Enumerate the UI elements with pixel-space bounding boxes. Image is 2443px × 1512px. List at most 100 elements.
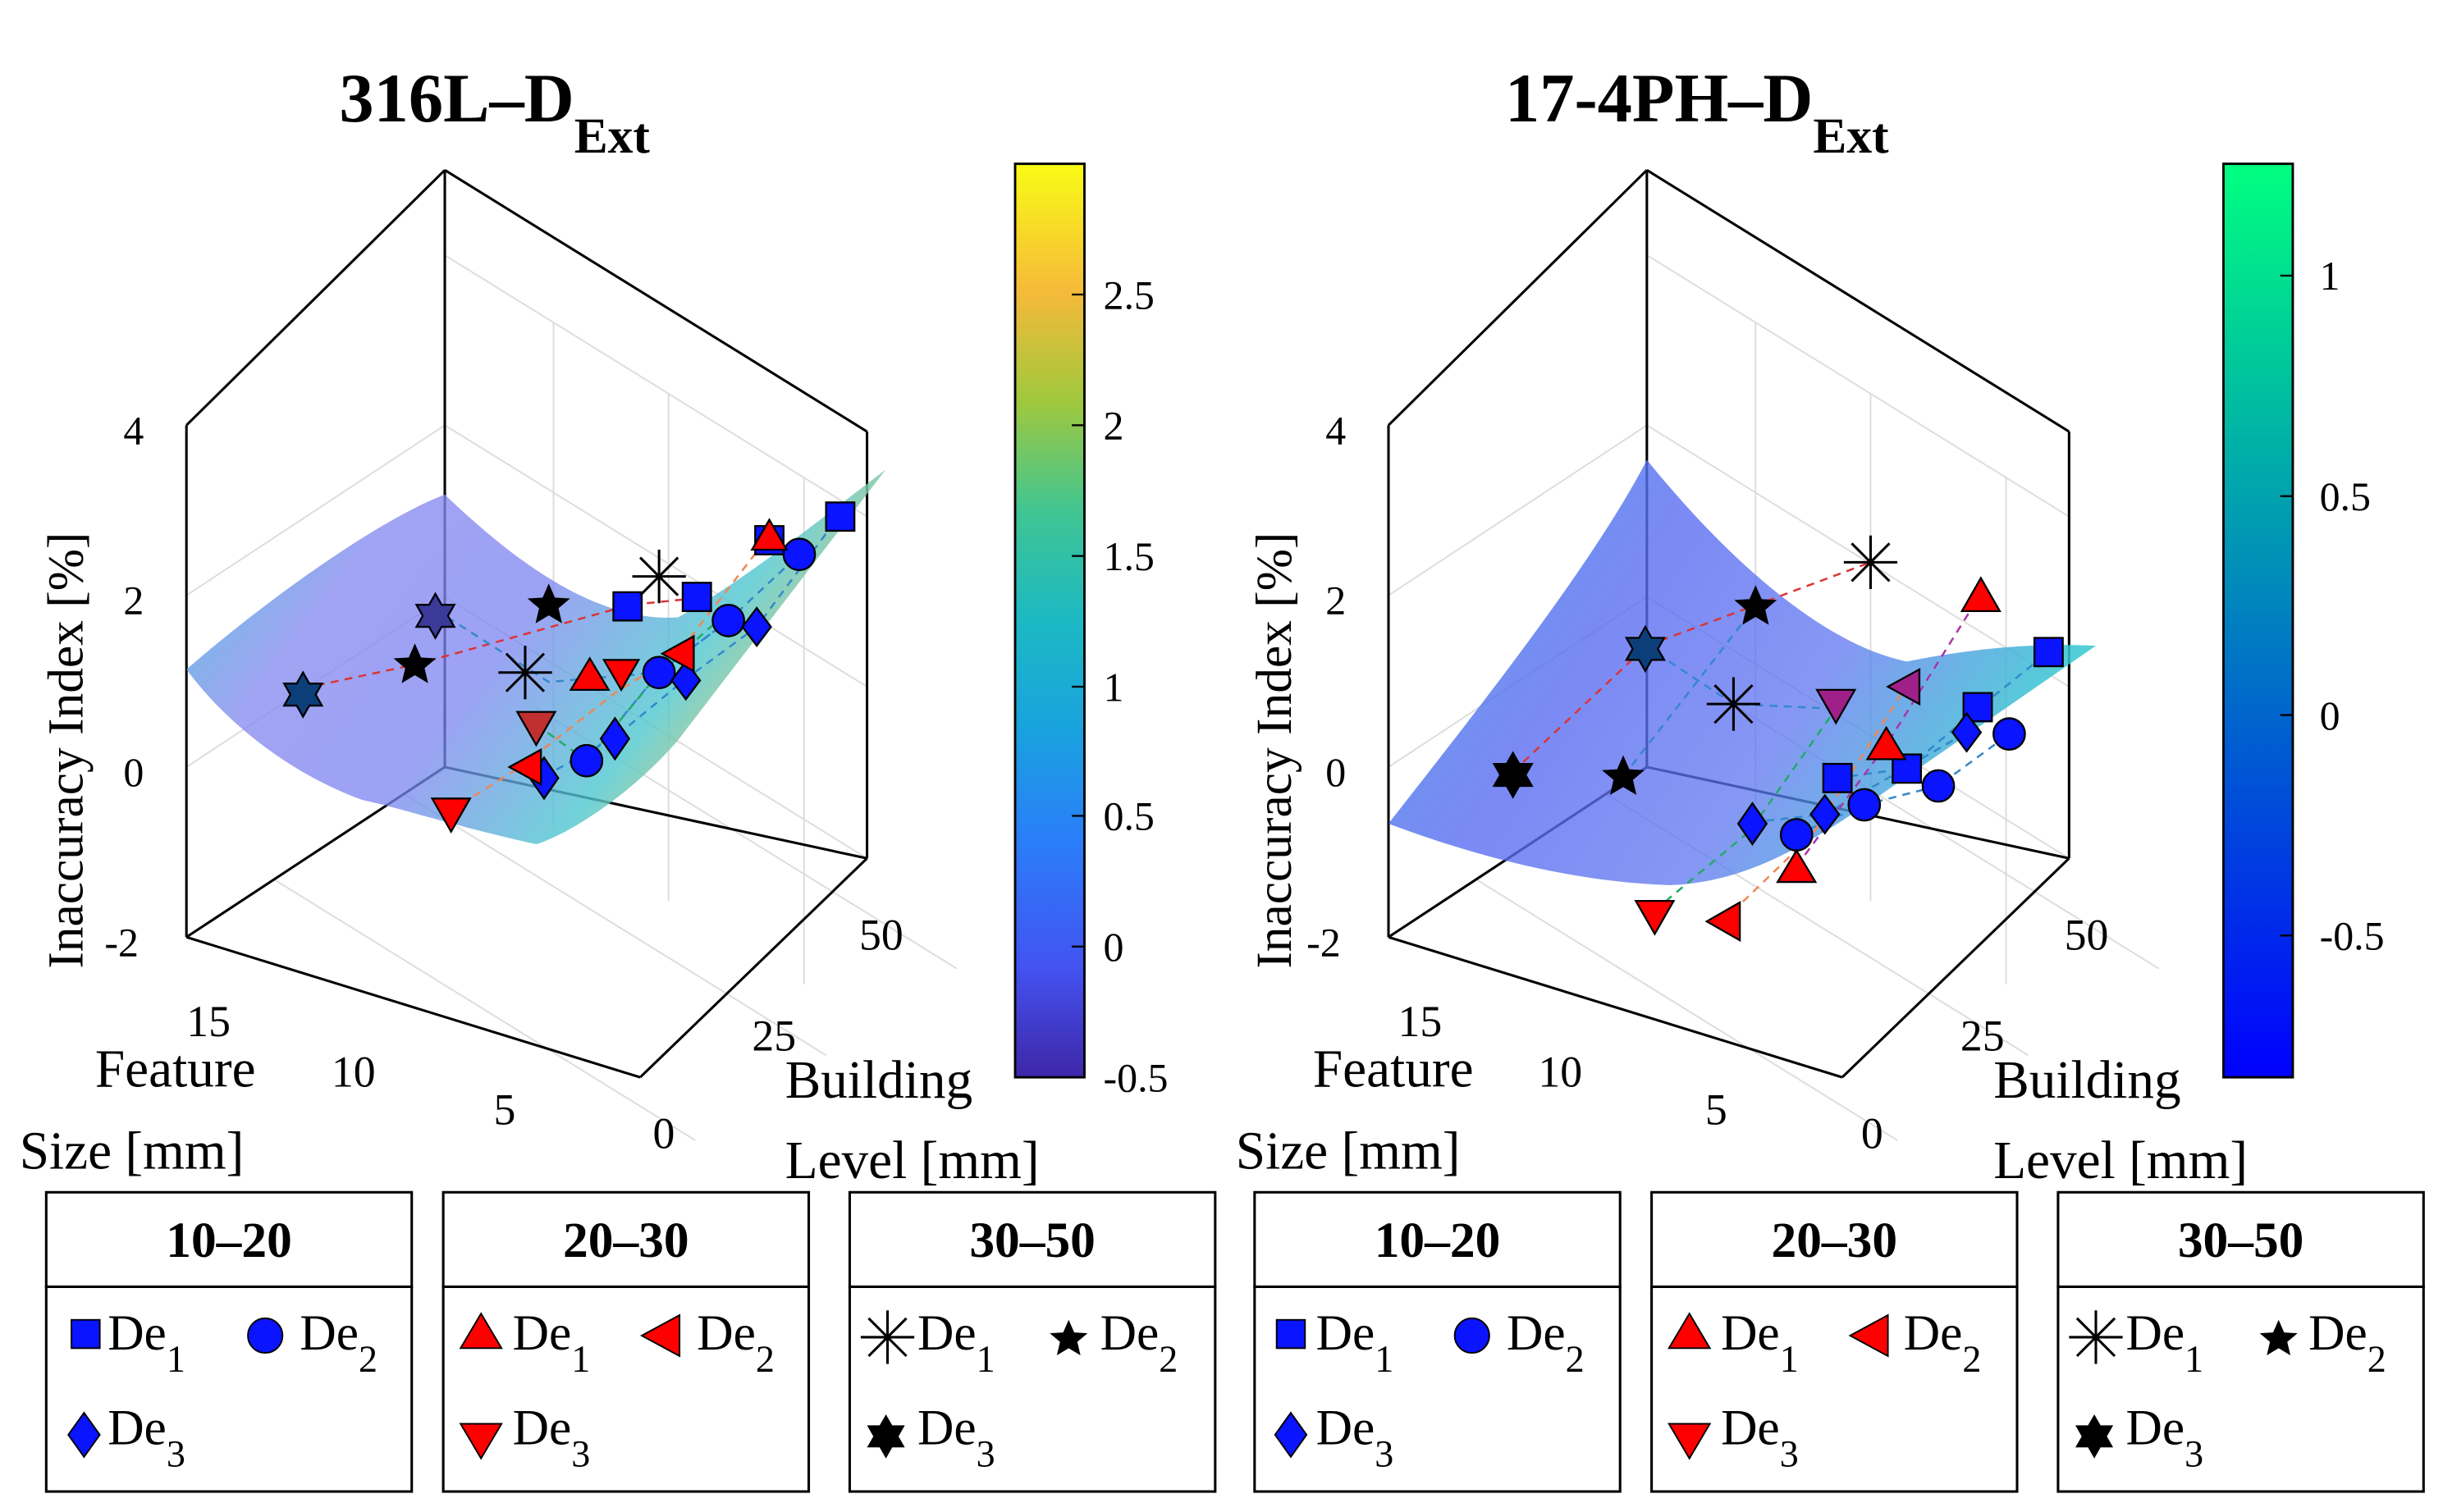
- legend-label: De2: [697, 1305, 775, 1380]
- legend-marker-pentagram: [1050, 1319, 1088, 1355]
- marker-circle: [642, 656, 676, 690]
- marker-hexagram: [282, 670, 324, 719]
- z-tick-label: 0: [123, 750, 144, 795]
- marker-triangle-up: [569, 656, 611, 692]
- y-tick-label: 0: [652, 1109, 675, 1158]
- legend-marker-triangle-down: [459, 1423, 503, 1460]
- colorbar-tick-label: 2.5: [1104, 272, 1155, 317]
- z-tick-label: 2: [123, 578, 144, 624]
- y-axis-label: Building: [785, 1051, 972, 1110]
- marker-asterisk: [1706, 677, 1761, 731]
- panel-316l: 316L–DExt: [20, 61, 1217, 1493]
- legend-marker-asterisk: [860, 1310, 915, 1364]
- colorbar-tick-label: 0.5: [1104, 794, 1155, 839]
- legend-group-10-20: 10–20 De1 De2 De3: [1253, 1190, 1622, 1493]
- y-tick-label: 25: [752, 1012, 796, 1061]
- marker-circle: [1779, 818, 1814, 852]
- x-tick-label: 15: [1398, 997, 1443, 1046]
- marker-circle: [782, 537, 817, 572]
- marker-pentagram: [527, 583, 570, 624]
- x-tick-label: 5: [1705, 1085, 1727, 1135]
- panel-title: 316L–DExt: [339, 61, 650, 164]
- legend-label: De3: [2125, 1400, 2203, 1474]
- marker-triangle-down: [602, 659, 641, 692]
- legend-label: De1: [108, 1305, 185, 1380]
- legend-group-20-30: 20–30 De1 De2 De3: [1650, 1190, 2019, 1493]
- markers: [282, 501, 856, 834]
- marker-pentagram: [393, 643, 437, 683]
- legend-group-10-20: 10–20 De1 De2 De3: [44, 1190, 414, 1493]
- legend-label: De2: [2308, 1305, 2386, 1380]
- marker-triangle-down: [1634, 899, 1676, 936]
- legend-group-20-30: 20–30 De1 De2 De3: [441, 1190, 811, 1493]
- legend-title: 20–30: [563, 1213, 689, 1268]
- colorbar-tick-label: 1: [2320, 254, 2340, 299]
- marker-pentagram: [1734, 585, 1777, 625]
- marker-diamond: [741, 606, 772, 648]
- legend-marker-triangle-down: [1668, 1423, 1712, 1460]
- z-tick-label: 0: [1325, 750, 1346, 795]
- marker-asterisk: [498, 646, 552, 700]
- z-tick-label: 4: [123, 408, 144, 453]
- marker-triangle-down: [515, 710, 557, 747]
- colorbar-tick-label: 1: [1104, 665, 1124, 710]
- colorbar-tick-label: 2: [1104, 404, 1124, 449]
- marker-hexagram: [414, 592, 456, 640]
- x-axis-label: Feature: [95, 1040, 256, 1099]
- legend-marker-diamond: [67, 1411, 101, 1459]
- marker-diamond: [599, 716, 631, 761]
- legend-label: De3: [917, 1400, 995, 1474]
- x-axis-label: Feature: [1313, 1040, 1474, 1099]
- legend-title: 30–50: [969, 1213, 1096, 1268]
- legend-label: De1: [1721, 1305, 1799, 1380]
- y-axis-label: Building: [1993, 1051, 2180, 1110]
- legend-title: 10–20: [1375, 1213, 1501, 1268]
- marker-circle: [711, 604, 745, 637]
- legend-marker-triangle-left: [640, 1313, 681, 1358]
- marker-triangle-down: [1815, 688, 1857, 725]
- legend-label: De3: [1721, 1400, 1799, 1474]
- y-tick-label: 25: [1960, 1012, 2005, 1061]
- legend-label: De2: [1507, 1305, 1585, 1380]
- marker-square: [2033, 637, 2064, 668]
- marker-triangle-down: [430, 797, 472, 834]
- fitted-surface: [1388, 459, 2096, 885]
- x-tick-label: 10: [1538, 1048, 1582, 1097]
- marker-triangle-left: [507, 747, 542, 787]
- z-tick-label: 2: [1325, 578, 1346, 624]
- legend-marker-circle: [247, 1317, 284, 1354]
- colorbar-ticks: [2280, 274, 2293, 937]
- legend-title: 20–30: [1772, 1213, 1898, 1268]
- marker-circle: [1847, 788, 1882, 822]
- fitted-surface: [186, 469, 886, 845]
- y-tick-label: 50: [859, 911, 904, 960]
- marker-triangle-left: [1704, 901, 1741, 943]
- z-tick-label: 4: [1325, 408, 1346, 453]
- colorbar: [1013, 162, 1086, 1079]
- marker-hexagram: [1624, 624, 1666, 674]
- y-axis-label: Level [mm]: [785, 1131, 1040, 1190]
- marker-circle: [1921, 769, 1956, 803]
- legend-label: De2: [1904, 1305, 1982, 1380]
- z-tick-label: -2: [104, 920, 139, 965]
- colorbar-tick-label: 0: [2320, 693, 2340, 738]
- legend-marker-triangle-up: [459, 1312, 503, 1350]
- marker-triangle-up: [1960, 576, 2002, 613]
- colorbar-tick-label: -0.5: [1104, 1055, 1169, 1100]
- legend-marker-square: [71, 1318, 101, 1350]
- z-axis-label: Inaccuracy Index [%]: [38, 532, 94, 969]
- colorbar-tick-label: -0.5: [2320, 914, 2385, 959]
- legend-marker-diamond: [1274, 1411, 1308, 1459]
- legend-label: De3: [1316, 1400, 1394, 1474]
- marker-triangle-up: [750, 518, 789, 551]
- legend-label: De1: [917, 1305, 995, 1380]
- legend-marker-square: [1275, 1318, 1306, 1350]
- marker-diamond: [1951, 711, 1983, 753]
- marker-triangle-left: [1886, 667, 1921, 706]
- colorbar-tick-label: 1.5: [1104, 534, 1155, 579]
- legend-group-30-50: 30–50 De1 De2 De3: [848, 1190, 1217, 1493]
- marker-square: [825, 501, 856, 532]
- legend-label: De3: [108, 1400, 185, 1474]
- y-tick-label: 0: [1861, 1109, 1883, 1158]
- marker-asterisk: [632, 550, 686, 604]
